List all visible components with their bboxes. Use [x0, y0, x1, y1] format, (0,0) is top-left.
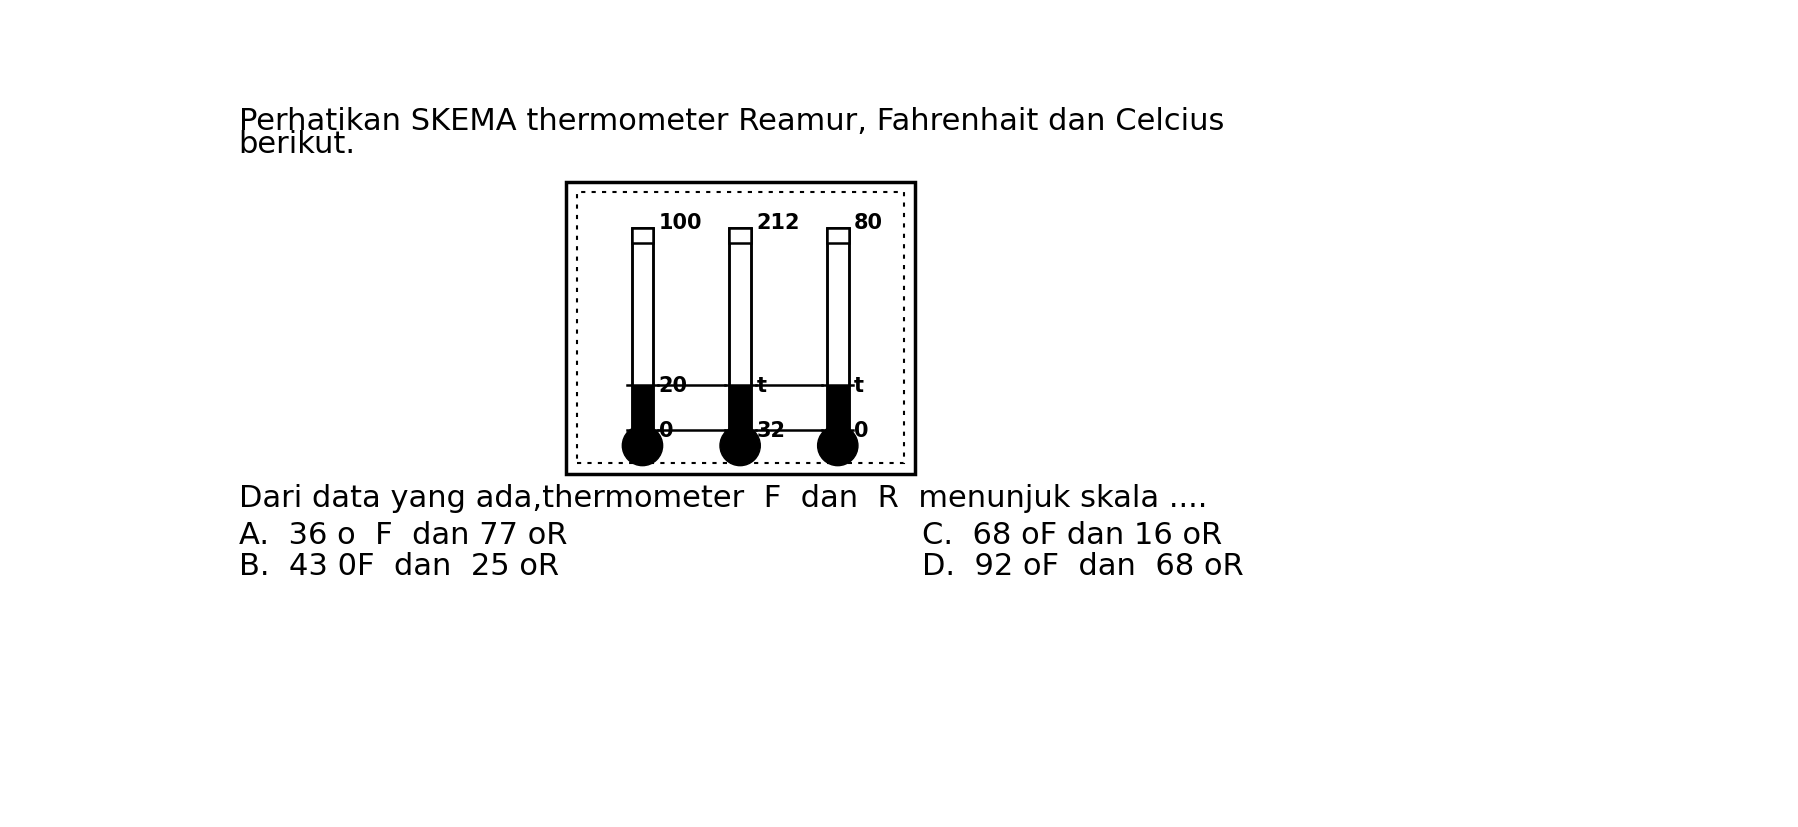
Circle shape	[719, 426, 761, 466]
Text: 32: 32	[757, 421, 786, 441]
Text: B.  43 0F  dan  25 oR: B. 43 0F dan 25 oR	[239, 552, 559, 581]
Text: 20: 20	[658, 375, 689, 395]
Text: C.  68 oF dan 16 oR: C. 68 oF dan 16 oR	[922, 521, 1223, 550]
Text: Dari data yang ada,thermometer  F  dan  R  menunjuk skala ....: Dari data yang ada,thermometer F dan R m…	[239, 484, 1206, 513]
Text: 0: 0	[658, 421, 672, 441]
Text: t: t	[854, 375, 865, 395]
Bar	[827, 228, 849, 433]
Bar	[730, 228, 752, 433]
Text: 0: 0	[854, 421, 868, 441]
Text: 100: 100	[658, 213, 703, 232]
Bar	[730, 228, 752, 433]
Bar	[730, 385, 752, 433]
Text: t: t	[757, 375, 766, 395]
Text: D.  92 oF  dan  68 oR: D. 92 oF dan 68 oR	[922, 552, 1244, 581]
Bar	[631, 228, 653, 433]
Text: 80: 80	[854, 213, 883, 232]
Text: Perhatikan SKEMA thermometer Reamur, Fahrenhait dan Celcius: Perhatikan SKEMA thermometer Reamur, Fah…	[239, 107, 1224, 136]
Bar	[827, 228, 849, 244]
Text: A.  36 o  F  dan 77 oR: A. 36 o F dan 77 oR	[239, 521, 566, 550]
Bar	[577, 193, 904, 464]
Bar	[827, 385, 849, 433]
Text: 212: 212	[757, 213, 800, 232]
Bar	[827, 228, 849, 433]
Text: berikut.: berikut.	[239, 130, 356, 159]
Circle shape	[818, 426, 858, 466]
Circle shape	[622, 426, 663, 466]
Bar	[566, 182, 915, 475]
Bar	[631, 385, 653, 433]
Bar	[631, 228, 653, 244]
Bar	[631, 228, 653, 433]
Bar	[730, 228, 752, 244]
